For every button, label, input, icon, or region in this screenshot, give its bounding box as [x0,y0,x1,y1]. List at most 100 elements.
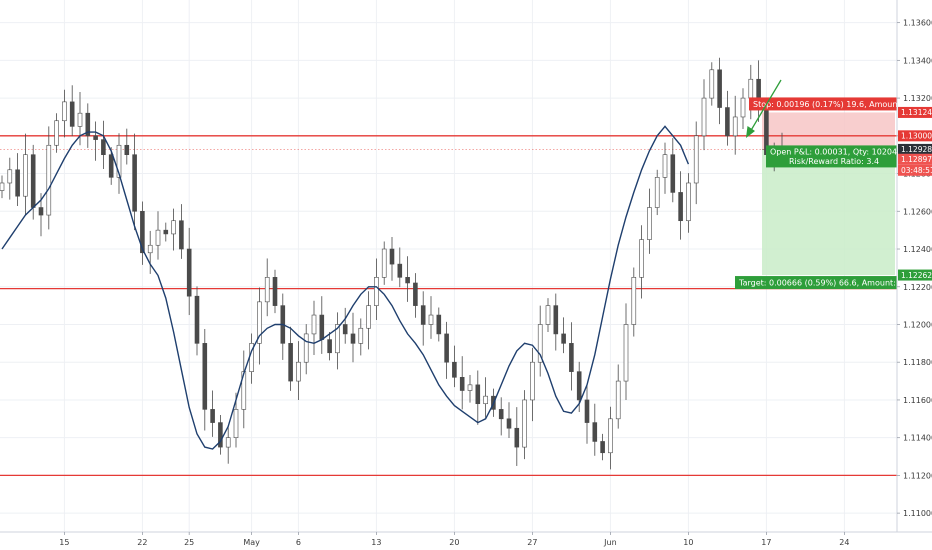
stop-loss-zone [762,112,895,150]
trade-zones [762,112,895,276]
candle-body [748,78,754,99]
candle-body [561,333,566,344]
candle-body [93,135,98,140]
candle-body [662,154,668,178]
candle-body [592,422,598,442]
candle-body [709,69,715,99]
x-tick-label: 20 [449,538,459,547]
candle-body [678,192,683,222]
candle-body [288,343,293,382]
candle-body [163,229,169,235]
y-tick-label: 1.11000 [903,509,932,518]
candle-body [732,116,738,137]
y-tick-label: 1.13200 [903,94,932,103]
candle-body [647,207,652,240]
candle-body [350,333,356,344]
time-axis[interactable]: 15 22 25 May 6 13 20 27 Jun 10 17 24 [59,532,849,547]
candle-body [155,229,161,246]
candle-body [631,277,637,325]
arrow-head-icon [746,126,755,138]
candle-body [639,239,644,278]
candle-body [218,422,223,448]
candle-body [584,399,590,423]
candle-body [194,295,200,344]
candle-body [608,418,613,454]
candle-body [335,324,340,354]
x-tick-label: 17 [761,538,771,547]
y-tick-label: 1.13600 [903,19,932,28]
candle-body [132,154,137,212]
level-price-tag-bg [898,130,932,142]
candle-body [85,112,91,137]
candle-body [69,101,75,127]
moving-average-line [1,125,690,450]
candle-body [147,244,153,254]
y-tick-label: 1.11400 [903,434,932,443]
ask-price-tag: 1.12897 [901,155,932,164]
candle-body [623,324,629,382]
candle-body [693,135,699,184]
candle-body [475,384,481,405]
candle-body [569,343,574,372]
stop-price-tag-bg [898,106,932,118]
target-price-tag: 1.12262 [901,271,932,280]
candle-body [202,343,208,410]
candle-body [514,427,520,448]
candle-body [436,314,442,335]
candle-body [740,97,746,118]
candle-body [225,437,231,448]
candle-body [459,377,465,391]
pnl-box[interactable] [766,145,897,168]
candle-body [522,399,527,448]
target-price-tag-bg [898,269,932,281]
level-price-tag: 1.13000 [901,132,932,141]
candle-body [257,301,262,344]
countdown-tag-bg [898,164,932,176]
stop-label-box[interactable] [749,97,897,111]
x-tick-label: 22 [137,538,147,547]
candle-body [686,182,691,222]
candle-body [210,409,215,423]
y-tick-label: 1.13400 [903,56,932,65]
x-tick-label: 27 [527,538,537,547]
current-price-tag: 1.12928 [901,145,932,154]
target-label: Target: 0.00666 (0.59%) 66.6, Amount: 10 [738,279,909,288]
candle-body [7,169,13,184]
candle-body [140,210,145,254]
candle-body [108,154,114,178]
candle-body [342,324,348,335]
y-tick-label: 1.11600 [903,396,932,405]
candle-body [233,409,239,438]
candle-body [54,120,59,146]
candle-body [171,220,176,235]
y-tick-label: 1.12000 [903,320,932,329]
candle-body [272,277,278,306]
candle-body [46,144,52,216]
candle-body [319,314,325,340]
candle-body [311,314,317,335]
ask-price-tag-bg [898,153,932,165]
candle-body [124,144,130,155]
candle-body [452,361,457,378]
target-label-box[interactable] [735,276,897,290]
risk-reward-label: Risk/Reward Ratio: 3.4 [789,157,879,166]
candle-body [179,220,184,250]
candle-body [413,282,418,306]
candle-body [553,305,559,335]
y-tick-label: 1.11200 [903,471,932,480]
trade-overlays[interactable]: Stop: 0.00196 (0.17%) 19.6, Amount: 1 Tar… [735,79,911,290]
stop-price-tag: 1.13124 [901,108,932,117]
candle-body [498,409,504,420]
pnl-label: Open P&L: 0.00031, Qty: 10204 [770,147,897,156]
countdown-tag: 03:48:51 [901,166,932,175]
candle-body [420,305,426,325]
y-tick-label: 1.12200 [903,283,932,292]
candle-body [725,107,730,137]
candle-body [576,371,582,401]
candle-body [101,139,106,155]
candle-body [654,177,660,208]
candle-body [701,97,707,137]
candle-body [0,182,5,191]
